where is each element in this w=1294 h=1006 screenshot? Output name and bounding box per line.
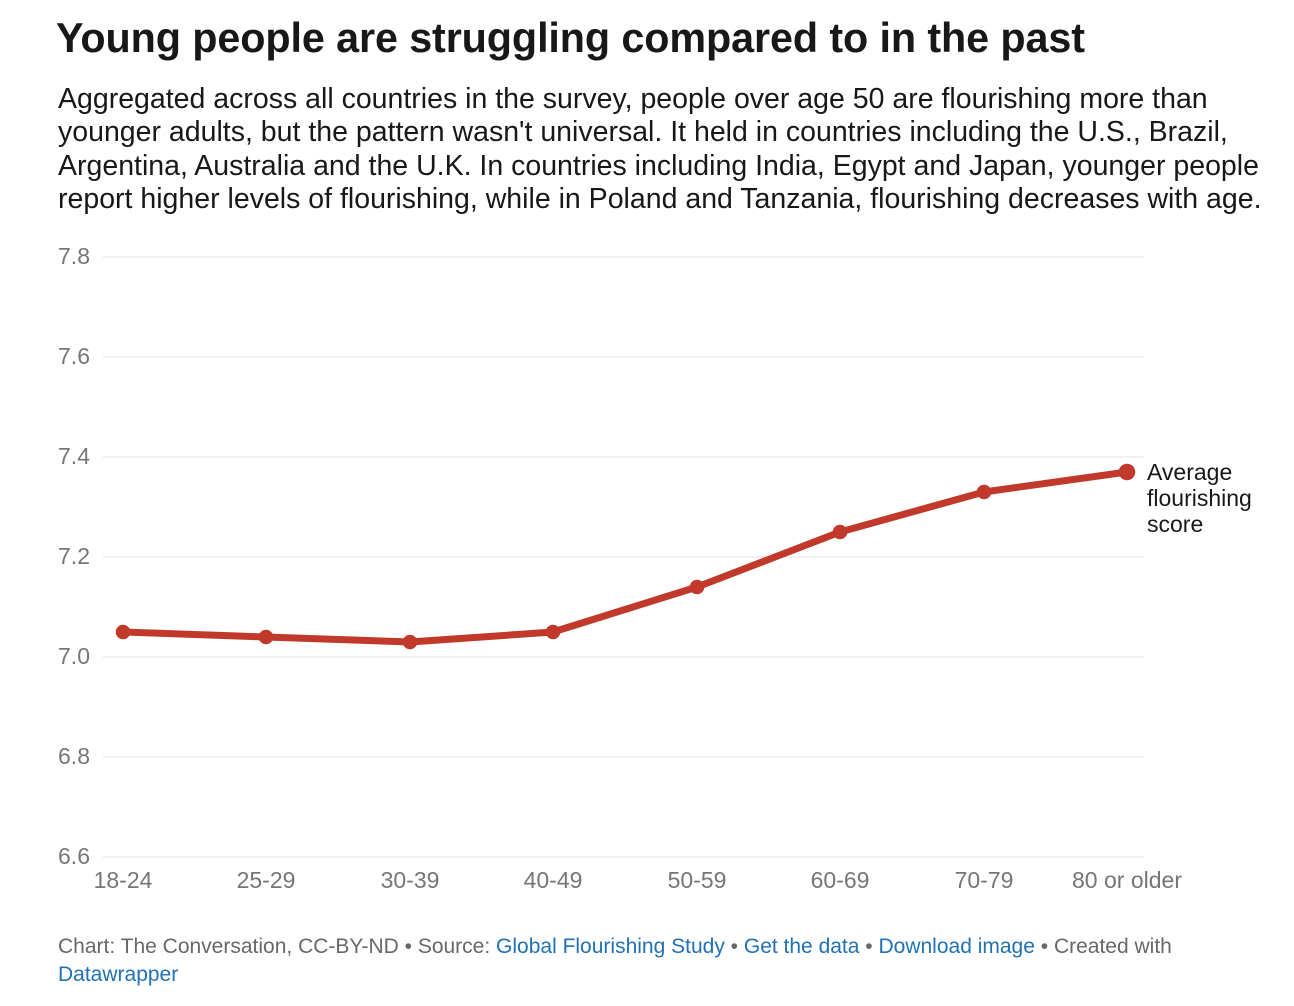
svg-text:6.8: 6.8 — [58, 743, 90, 769]
svg-text:40-49: 40-49 — [524, 867, 583, 893]
svg-text:7.4: 7.4 — [58, 443, 90, 469]
svg-text:6.6: 6.6 — [58, 843, 90, 869]
svg-text:7.8: 7.8 — [58, 243, 90, 269]
svg-text:30-39: 30-39 — [381, 867, 440, 893]
svg-text:Average: Average — [1147, 459, 1232, 485]
svg-text:60-69: 60-69 — [811, 867, 870, 893]
svg-text:25-29: 25-29 — [237, 867, 296, 893]
svg-text:score: score — [1147, 511, 1203, 537]
svg-text:flourishing: flourishing — [1147, 485, 1252, 511]
svg-text:70-79: 70-79 — [955, 867, 1014, 893]
svg-text:7.2: 7.2 — [58, 543, 90, 569]
svg-text:7.0: 7.0 — [58, 643, 90, 669]
svg-text:50-59: 50-59 — [668, 867, 727, 893]
svg-text:80 or older: 80 or older — [1072, 867, 1182, 893]
svg-text:7.6: 7.6 — [58, 343, 90, 369]
svg-text:18-24: 18-24 — [94, 867, 153, 893]
